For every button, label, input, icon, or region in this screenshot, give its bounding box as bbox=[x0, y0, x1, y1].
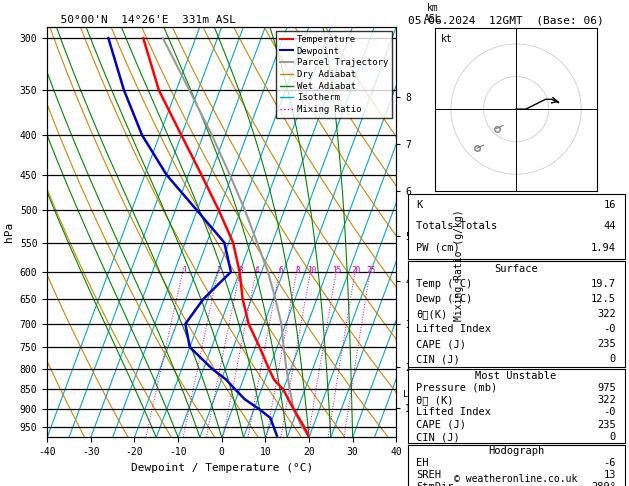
Text: 1: 1 bbox=[182, 266, 186, 275]
Text: CAPE (J): CAPE (J) bbox=[416, 339, 466, 349]
Text: 322: 322 bbox=[597, 395, 616, 405]
Text: 10: 10 bbox=[307, 266, 316, 275]
Text: Surface: Surface bbox=[494, 263, 538, 274]
Text: 0: 0 bbox=[610, 354, 616, 364]
Text: Temp (°C): Temp (°C) bbox=[416, 278, 472, 289]
Text: 8: 8 bbox=[296, 266, 300, 275]
Text: 235: 235 bbox=[597, 420, 616, 430]
Text: θᴁ(K): θᴁ(K) bbox=[416, 309, 447, 319]
Text: 2: 2 bbox=[217, 266, 221, 275]
Text: 44: 44 bbox=[603, 222, 616, 231]
Text: 6: 6 bbox=[278, 266, 283, 275]
Text: 13: 13 bbox=[603, 470, 616, 480]
Text: 15: 15 bbox=[333, 266, 342, 275]
Text: CIN (J): CIN (J) bbox=[416, 354, 460, 364]
Text: Lifted Index: Lifted Index bbox=[416, 407, 491, 417]
Text: 975: 975 bbox=[597, 383, 616, 393]
Text: 50°00'N  14°26'E  331m ASL: 50°00'N 14°26'E 331m ASL bbox=[47, 15, 236, 25]
Text: Totals Totals: Totals Totals bbox=[416, 222, 498, 231]
Text: StmDir: StmDir bbox=[416, 482, 454, 486]
Text: 1.94: 1.94 bbox=[591, 243, 616, 253]
Text: Hodograph: Hodograph bbox=[488, 446, 544, 456]
Text: © weatheronline.co.uk: © weatheronline.co.uk bbox=[454, 473, 577, 484]
Text: 19.7: 19.7 bbox=[591, 278, 616, 289]
Text: K: K bbox=[416, 200, 423, 210]
Text: 289°: 289° bbox=[591, 482, 616, 486]
X-axis label: Dewpoint / Temperature (°C): Dewpoint / Temperature (°C) bbox=[131, 463, 313, 473]
Text: LCL: LCL bbox=[403, 390, 420, 399]
Text: CIN (J): CIN (J) bbox=[416, 432, 460, 442]
Text: Lifted Index: Lifted Index bbox=[416, 324, 491, 334]
Text: SREH: SREH bbox=[416, 470, 442, 480]
Text: Most Unstable: Most Unstable bbox=[476, 370, 557, 381]
Text: PW (cm): PW (cm) bbox=[416, 243, 460, 253]
Text: 322: 322 bbox=[597, 309, 616, 319]
Y-axis label: hPa: hPa bbox=[4, 222, 14, 242]
Text: 4: 4 bbox=[255, 266, 259, 275]
Text: -6: -6 bbox=[603, 458, 616, 468]
Text: θᴁ (K): θᴁ (K) bbox=[416, 395, 454, 405]
Text: 25: 25 bbox=[366, 266, 376, 275]
Text: Mixing Ratio (g/kg): Mixing Ratio (g/kg) bbox=[454, 209, 464, 321]
Text: Pressure (mb): Pressure (mb) bbox=[416, 383, 498, 393]
Text: 235: 235 bbox=[597, 339, 616, 349]
Text: 05.06.2024  12GMT  (Base: 06): 05.06.2024 12GMT (Base: 06) bbox=[408, 16, 603, 26]
Text: 0: 0 bbox=[610, 432, 616, 442]
Legend: Temperature, Dewpoint, Parcel Trajectory, Dry Adiabat, Wet Adiabat, Isotherm, Mi: Temperature, Dewpoint, Parcel Trajectory… bbox=[276, 31, 392, 118]
Text: Dewp (°C): Dewp (°C) bbox=[416, 294, 472, 304]
Text: 12.5: 12.5 bbox=[591, 294, 616, 304]
Text: -0: -0 bbox=[603, 324, 616, 334]
Text: CAPE (J): CAPE (J) bbox=[416, 420, 466, 430]
Text: kt: kt bbox=[441, 34, 453, 44]
Text: EH: EH bbox=[416, 458, 429, 468]
Text: 20: 20 bbox=[352, 266, 360, 275]
Text: 16: 16 bbox=[603, 200, 616, 210]
Text: -0: -0 bbox=[603, 407, 616, 417]
Text: km
ASL: km ASL bbox=[424, 3, 442, 24]
Text: 3: 3 bbox=[239, 266, 243, 275]
